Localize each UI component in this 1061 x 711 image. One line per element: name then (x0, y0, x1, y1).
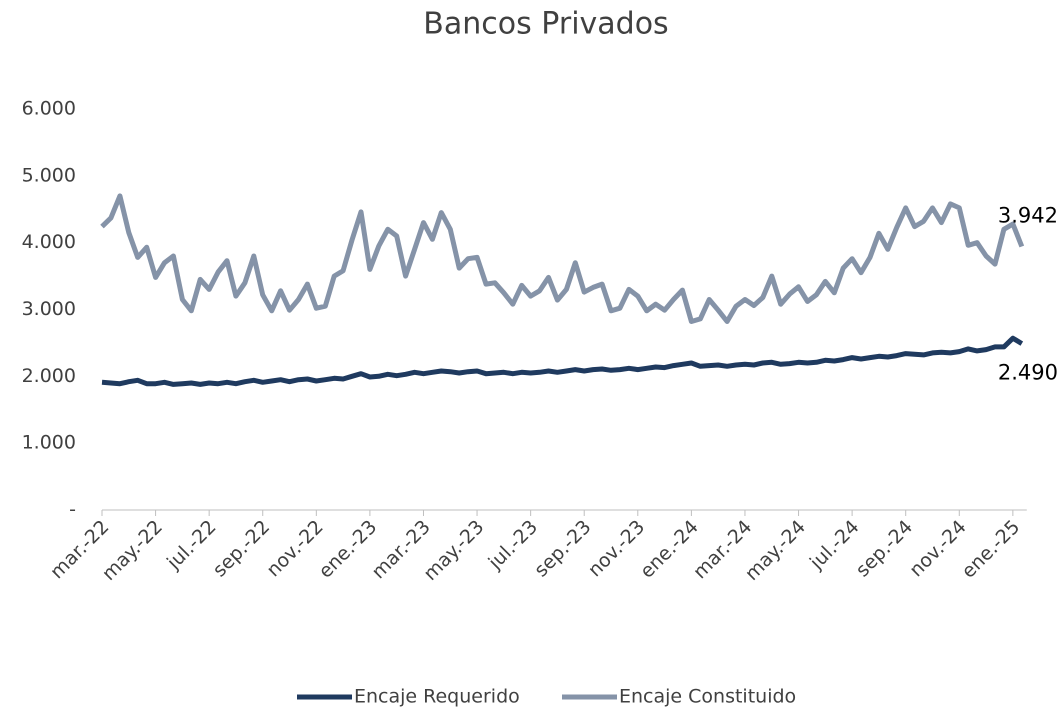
x-tick-label: sep.-22 (209, 516, 275, 582)
chart-title: Bancos Privados (423, 7, 668, 42)
y-tick-label: 1.000 (22, 432, 76, 454)
y-tick-label: 6.000 (22, 98, 76, 120)
x-tick-label: may.-22 (98, 516, 167, 585)
data-label: 3.942 (998, 204, 1058, 228)
series-line (101, 335, 1024, 387)
y-tick-label: 4.000 (22, 231, 76, 253)
series-line (100, 193, 1025, 324)
data-label: 2.490 (998, 361, 1058, 385)
y-tick-label: - (69, 499, 76, 521)
legend-label: Encaje Requerido (354, 686, 520, 708)
x-tick-label: sep.-23 (530, 516, 596, 582)
legend-label: Encaje Constituido (619, 686, 796, 708)
y-tick-label: 2.000 (22, 365, 76, 387)
y-tick-label: 5.000 (22, 164, 76, 186)
y-tick-label: 3.000 (22, 298, 76, 320)
x-tick-label: sep.-24 (852, 516, 918, 582)
x-tick-label: ene.-25 (957, 516, 1024, 583)
